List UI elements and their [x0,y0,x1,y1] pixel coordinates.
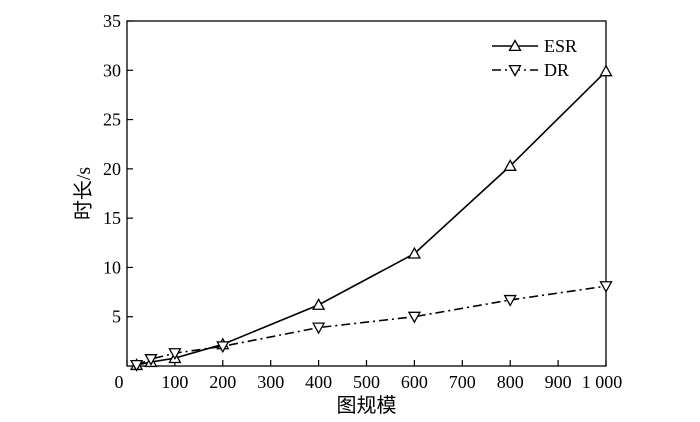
data-point-dr [129,359,144,372]
y-tick-label: 5 [112,307,121,327]
data-point-esr [311,298,326,310]
data-point-esr [407,246,422,259]
x-tick-label: 1 000 [582,372,623,392]
x-tick-label: 400 [305,372,332,392]
x-tick-label: 500 [353,372,380,392]
y-tick-label: 30 [103,60,121,80]
series-line-esr [136,70,607,366]
x-axis-ticks: 0 100 200 300 400 500 600 700 800 900 1 000 [115,360,623,392]
x-axis-label: 图规模 [337,394,397,417]
data-point-dr [311,322,326,335]
data-point-dr [168,348,182,361]
data-point-dr [407,311,422,324]
y-tick-label: 35 [103,11,121,31]
y-axis-label: 时长/s [72,167,95,221]
data-point-dr [216,341,230,354]
y-tick-label: 25 [103,110,121,130]
series-dr [129,281,613,372]
series-layer [129,64,613,372]
series-line-dr [136,285,607,366]
x-tick-label: 300 [257,372,284,392]
x-tick-label: 100 [161,372,188,392]
data-point-esr [599,64,613,77]
data-point-dr [503,294,517,307]
legend-label-esr: ESR [544,36,577,56]
x-tick-label: 700 [449,372,476,392]
y-tick-label: 10 [103,257,121,277]
data-point-dr [599,281,613,293]
y-axis-ticks: 5 10 15 20 25 30 35 [103,11,133,327]
legend: ESR DR [492,36,577,80]
x-tick-label: 0 [115,372,124,392]
x-tick-label: 800 [497,372,524,392]
data-point-dr [144,354,158,366]
legend-label-dr: DR [544,60,569,80]
y-tick-label: 15 [103,208,121,228]
y-tick-label: 20 [103,159,121,179]
x-tick-label: 600 [401,372,428,392]
series-esr [129,64,613,371]
data-point-esr [503,159,517,171]
plot-frame [126,20,607,367]
x-tick-label: 900 [545,372,572,392]
legend-marker-dr [508,64,522,77]
legend-marker-esr [508,39,522,52]
x-tick-label: 200 [209,372,236,392]
